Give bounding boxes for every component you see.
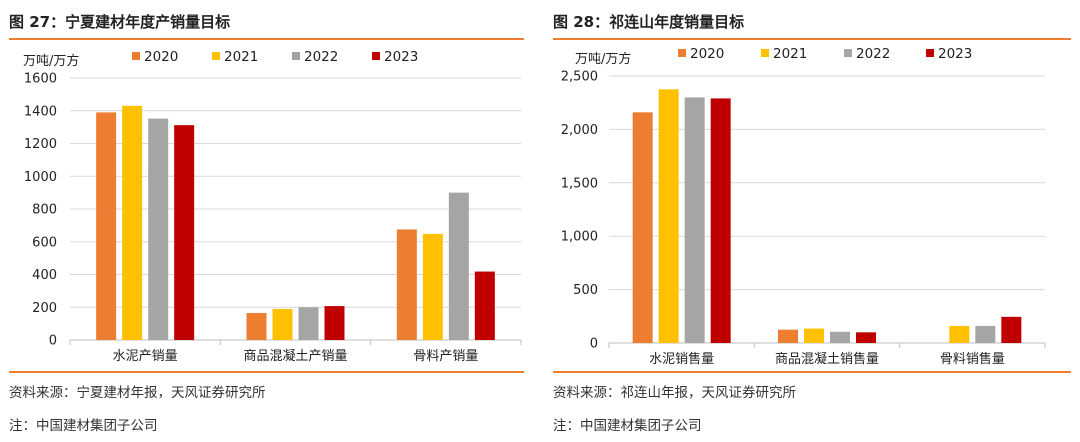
y-tick-label: 400	[32, 268, 57, 283]
legend-label: 2022	[304, 49, 338, 65]
y-tick-label: 0	[590, 337, 598, 352]
bar-2023	[474, 271, 495, 340]
legend-label: 2020	[690, 46, 724, 62]
y-tick-label: 0	[49, 334, 57, 349]
footer-rule	[9, 371, 524, 373]
legend-label: 2020	[144, 49, 178, 65]
bar-2021	[122, 105, 143, 341]
legend-swatch	[844, 49, 852, 57]
y-tick-label: 1,000	[561, 230, 598, 245]
company-note: 注：中国建材集团子公司	[553, 418, 702, 434]
legend-label: 2021	[773, 46, 807, 62]
y-tick-label: 2,000	[561, 123, 598, 138]
y-tick-label: 1600	[24, 72, 57, 87]
bar-2020	[632, 112, 653, 343]
title-rule	[9, 38, 524, 40]
bar-2020	[96, 112, 117, 340]
source-note: 资料来源：宁夏建材年报，天风证券研究所	[9, 385, 266, 401]
bar-2021	[658, 89, 679, 343]
x-category-label: 水泥产销量	[113, 349, 178, 364]
source-note: 资料来源：祁连山年报，天风证券研究所	[553, 385, 796, 401]
legend-label: 2023	[938, 46, 972, 62]
bar-2022	[448, 192, 469, 340]
company-note: 注：中国建材集团子公司	[9, 418, 158, 434]
bar-2023	[174, 125, 195, 340]
bar-2022	[684, 97, 705, 343]
bar-2023	[856, 332, 876, 343]
y-axis-unit: 万吨/万方	[575, 51, 631, 67]
bar-2022	[298, 307, 319, 340]
bar-2020	[778, 329, 798, 343]
bar-2023	[710, 98, 731, 343]
bar-chart-ningxia: 0 200 400 600 800 1000 1200 1400 1600 万吨/万方 2020 20…	[23, 49, 522, 364]
y-tick-label: 200	[32, 301, 57, 316]
y-tick-label: 1000	[24, 170, 57, 185]
legend-swatch	[212, 52, 220, 60]
legend-label: 2021	[224, 49, 258, 65]
x-category-label: 水泥销售量	[649, 351, 714, 367]
footer-rule	[553, 371, 1071, 373]
bar-2022	[830, 331, 850, 343]
x-category-label: 骨料产销量	[413, 349, 478, 364]
bar-2020	[246, 312, 267, 340]
legend-swatch	[132, 52, 140, 60]
legend-swatch	[372, 52, 380, 60]
bar-2021	[804, 328, 824, 343]
y-axis-unit: 万吨/万方	[23, 53, 79, 69]
y-tick-label: 1200	[24, 137, 57, 152]
x-category-label: 商品混凝土销售量	[775, 351, 879, 367]
bar-2022	[148, 118, 169, 340]
legend-swatch	[678, 49, 686, 57]
title-rule	[553, 38, 1071, 40]
y-tick-label: 1400	[24, 104, 57, 119]
bar-2020	[396, 229, 417, 340]
bar-2021	[272, 308, 293, 340]
y-tick-label: 800	[32, 203, 57, 218]
y-tick-label: 600	[32, 235, 57, 250]
bar-2021	[949, 325, 970, 343]
y-tick-label: 1,500	[561, 176, 598, 191]
x-category-label: 骨料销售量	[940, 351, 1005, 367]
bar-2023	[1001, 316, 1022, 343]
bar-2023	[324, 306, 345, 340]
y-tick-label: 2,500	[561, 70, 598, 85]
bar-2022	[975, 325, 996, 343]
legend-swatch	[926, 49, 934, 57]
chart-title: 图 28：祁连山年度销量目标	[553, 13, 745, 31]
chart-title: 图 27：宁夏建材年度产销量目标	[9, 13, 231, 31]
legend-label: 2023	[384, 49, 418, 65]
legend-label: 2022	[856, 46, 890, 62]
bar-chart-qilianshan: 0 500 1,000 1,500 2,000 2,500 万吨/万方 2020 2021 202…	[561, 46, 1046, 367]
x-category-label: 商品混凝土产销量	[243, 348, 347, 364]
chart-panel-qilianshan: 图 28：祁连山年度销量目标 0 500 1,000 1,500 2,000 2,500 万…	[553, 0, 1071, 442]
legend-swatch	[292, 52, 300, 60]
chart-panel-ningxia: 图 27：宁夏建材年度产销量目标 0 200 400 600 800 1000 1200 14…	[9, 0, 524, 442]
y-tick-label: 500	[573, 283, 598, 298]
legend-swatch	[761, 49, 769, 57]
bar-2021	[422, 233, 443, 340]
